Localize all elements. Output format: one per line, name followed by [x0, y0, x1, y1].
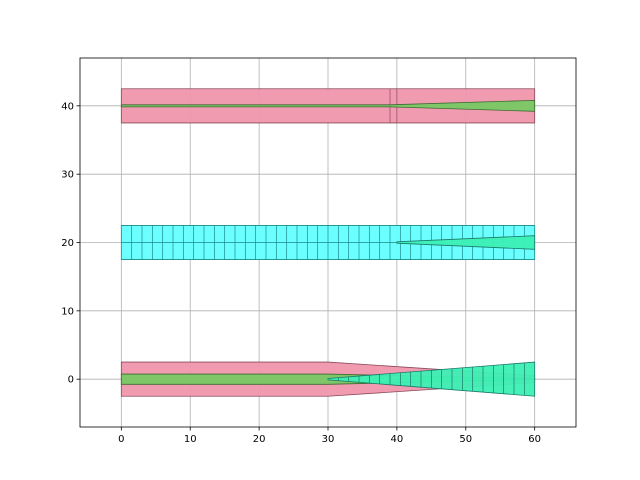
region-green — [120, 99, 536, 112]
y-tick-label: 20 — [61, 238, 74, 249]
x-tick-label: 60 — [528, 434, 541, 445]
region-teal — [327, 361, 536, 397]
x-tick-label: 50 — [459, 434, 472, 445]
plot-shapes — [120, 88, 536, 397]
x-tick-label: 20 — [253, 434, 266, 445]
y-tick-label: 40 — [61, 101, 74, 112]
x-tick-label: 40 — [391, 434, 404, 445]
y-tick-label: 30 — [61, 170, 74, 181]
y-tick-label: 0 — [68, 375, 74, 386]
x-tick-label: 30 — [322, 434, 335, 445]
region-teal — [396, 235, 536, 250]
y-axis: 0 10 20 30 40 — [61, 101, 80, 386]
region-polygon — [396, 235, 536, 250]
x-tick-label: 10 — [184, 434, 197, 445]
region-polygon — [120, 99, 536, 112]
y-tick-label: 10 — [61, 306, 74, 317]
x-tick-label: 0 — [118, 434, 124, 445]
x-axis: 0 10 20 30 40 50 60 — [118, 427, 541, 445]
